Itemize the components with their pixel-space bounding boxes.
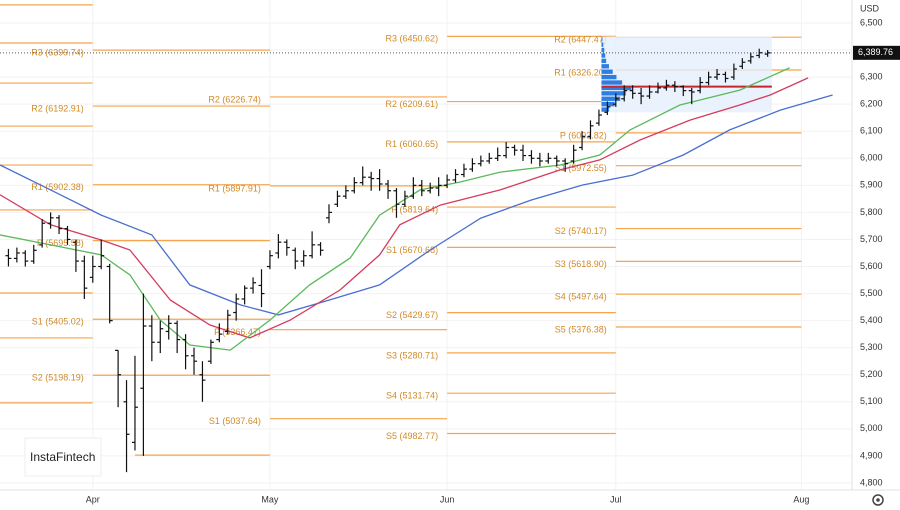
y-tick-label: 6,500 — [860, 17, 883, 27]
moving-averages — [0, 52, 852, 351]
profile-bar — [601, 96, 621, 101]
pivot-label: S2 (5198.19) — [32, 373, 84, 383]
y-tick-label: 5,200 — [860, 369, 883, 379]
pivot-label: R2 (6209.61) — [386, 99, 439, 109]
y-tick-label: 6,100 — [860, 126, 883, 136]
y-tick-label: 6,300 — [860, 71, 883, 81]
pivot-label: R1 (5902.38) — [31, 182, 84, 192]
pivot-levels: R3 (6399.74)R2 (6192.91)R1 (5902.38)P (5… — [0, 4, 802, 456]
pivot-label: R1 (6060.65) — [386, 139, 439, 149]
profile-bar — [601, 74, 617, 80]
pivot-label: R1 (5897.91) — [208, 183, 261, 193]
pivot-label: S1 (5972.55) — [555, 163, 607, 173]
pivot-label: R1 (6326.20) — [554, 67, 607, 77]
pivot-label: S3 (5280.71) — [386, 350, 438, 360]
pivot-label: R2 (6226.74) — [208, 94, 261, 104]
axes: 6,5006,4006,3006,2006,1006,0005,9005,800… — [86, 17, 900, 504]
profile-bar — [601, 37, 603, 42]
pivot-label: S1 (5670.68) — [386, 245, 438, 255]
moving-average — [0, 77, 809, 339]
x-tick-label: Jun — [440, 494, 455, 504]
moving-average — [0, 94, 833, 316]
value-area — [601, 36, 772, 113]
profile-bar — [601, 42, 604, 47]
profile-bar — [601, 91, 626, 96]
pivot-label: R2 (6192.91) — [31, 103, 84, 113]
pivot-label: S3 (5618.90) — [555, 259, 607, 269]
profile-bar — [601, 107, 609, 112]
pivot-label: S2 (5740.17) — [555, 226, 607, 236]
y-tick-label: 5,100 — [860, 396, 883, 406]
pivot-label: R2 (6447.47) — [554, 35, 607, 45]
y-tick-label: 5,600 — [860, 261, 883, 271]
last-price-label: 6,389.76 — [858, 47, 893, 57]
profile-bar — [601, 80, 623, 85]
pivot-label: S2 (5429.67) — [386, 310, 438, 320]
pivot-label: P (5366.47) — [214, 327, 261, 337]
pivot-label: R3 (6450.62) — [386, 34, 439, 44]
profile-bar — [601, 53, 606, 58]
y-tick-label: 4,800 — [860, 477, 883, 487]
currency: USD — [860, 3, 880, 13]
pivot-label: S4 (5131.74) — [386, 391, 438, 401]
watermark: InstaFintech — [30, 450, 95, 464]
x-tick-label: May — [261, 494, 279, 504]
price-bars — [5, 48, 771, 473]
profile-bar — [601, 47, 605, 53]
grid — [0, 0, 852, 490]
y-tick-label: 5,400 — [860, 315, 883, 325]
y-tick-label: 5,300 — [860, 342, 883, 352]
y-tick-label: 5,700 — [860, 234, 883, 244]
x-tick-label: Apr — [86, 494, 100, 504]
pivot-label: P (5819.64) — [391, 204, 438, 214]
moving-average — [0, 67, 790, 351]
profile-bar — [601, 102, 615, 107]
pivot-label: S1 (5405.02) — [32, 317, 84, 327]
settings-icon[interactable] — [872, 494, 884, 506]
last-price-tag — [853, 45, 900, 60]
x-tick-label: Jul — [610, 494, 622, 504]
y-tick-label: 5,000 — [860, 423, 883, 433]
volume-profile — [601, 36, 772, 113]
pivot-label: S1 (5037.64) — [209, 416, 261, 426]
profile-bar — [601, 69, 613, 74]
x-tick-label: Aug — [793, 494, 809, 504]
y-tick-label: 5,900 — [860, 180, 883, 190]
y-tick-label: 5,500 — [860, 288, 883, 298]
pivot-label: S5 (5376.38) — [555, 324, 607, 334]
pivot-label: P (6093.82) — [560, 130, 607, 140]
y-tick-label: 5,800 — [860, 207, 883, 217]
y-tick-label: 4,900 — [860, 450, 883, 460]
profile-bar — [601, 64, 609, 69]
y-tick-label: 6,200 — [860, 99, 883, 109]
pivot-label: P (5695.58) — [37, 238, 84, 248]
watermark-box — [24, 437, 102, 477]
pivot-label: S5 (4982.77) — [386, 431, 438, 441]
profile-bar — [601, 85, 632, 91]
pivot-label: S4 (5497.64) — [555, 292, 607, 302]
y-tick-label: 6,000 — [860, 153, 883, 163]
profile-bar — [601, 58, 607, 64]
